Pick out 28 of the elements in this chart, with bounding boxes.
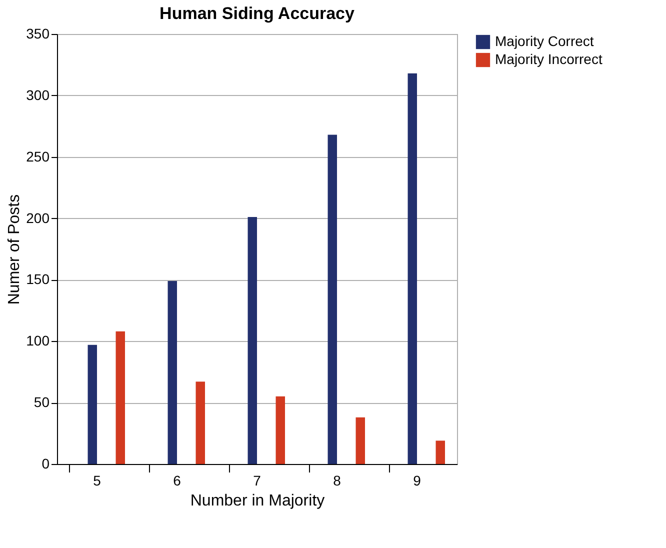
- x-axis-title: Number in Majority: [190, 492, 325, 510]
- y-tick-label: 200: [26, 210, 50, 226]
- bar: [276, 396, 285, 464]
- chart-title: Human Siding Accuracy: [160, 4, 356, 23]
- bar: [436, 440, 445, 464]
- legend-label: Majority Incorrect: [495, 51, 602, 67]
- bar: [328, 134, 337, 464]
- bar: [196, 382, 205, 464]
- x-tick-label: 6: [173, 472, 182, 488]
- y-tick-label: 0: [42, 456, 50, 472]
- bar: [168, 280, 177, 464]
- x-tick-label: 9: [413, 472, 422, 488]
- y-tick-label: 300: [26, 86, 50, 103]
- bar: [88, 344, 97, 464]
- bar: [408, 73, 417, 464]
- bar: [116, 331, 125, 464]
- y-axis-title: Numer of Posts: [6, 194, 24, 305]
- y-tick-label: 100: [26, 332, 50, 349]
- x-tick-label: 5: [93, 472, 102, 488]
- bar: [248, 217, 257, 464]
- y-tick-label: 250: [26, 148, 50, 164]
- legend-label: Majority Correct: [495, 33, 594, 49]
- bar: [356, 417, 365, 464]
- y-tick-label: 50: [34, 394, 50, 410]
- y-tick-label: 350: [26, 26, 50, 42]
- x-tick-label: 8: [333, 472, 342, 488]
- y-tick-label: 150: [26, 271, 50, 288]
- x-tick-label: 7: [253, 472, 262, 488]
